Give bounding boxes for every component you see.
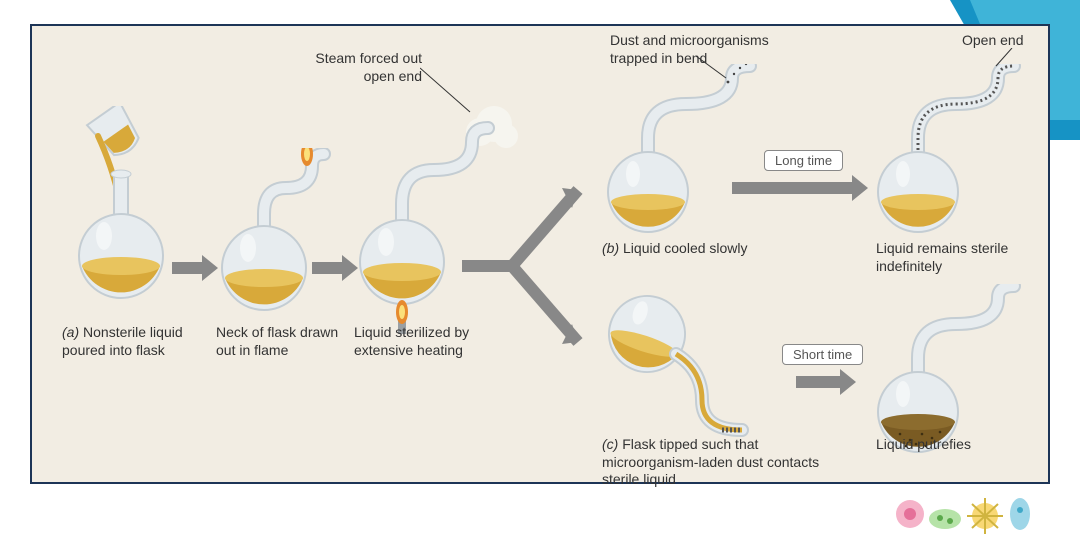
flask-neck-drawn <box>216 148 356 318</box>
caption-b-text: Liquid cooled slowly <box>623 240 748 256</box>
diagram-panel: Steam forced out open end Dust and micro… <box>30 24 1050 484</box>
caption-c-prefix: (c) <box>602 436 618 452</box>
flask-c1 <box>592 284 782 444</box>
arrow-c1-c2 <box>796 376 840 388</box>
arrow-b1-b2-head <box>852 175 868 201</box>
caption-a-text: Nonsterile liquid poured into flask <box>62 324 183 358</box>
steam-label: Steam forced out open end <box>312 50 422 85</box>
dust-pointer <box>696 56 736 86</box>
flask-b1 <box>600 64 780 234</box>
dust-label: Dust and microorganisms trapped in bend <box>610 32 780 67</box>
caption-a-prefix: (a) <box>62 324 79 340</box>
caption-step2: Neck of flask drawn out in flame <box>216 324 346 359</box>
caption-b: (b) Liquid cooled slowly <box>602 240 802 258</box>
flask-b2 <box>870 64 1040 234</box>
open-end-pointer <box>992 48 1022 72</box>
flask-c2 <box>870 284 1040 454</box>
arrow-s2-s3 <box>312 262 342 274</box>
arrow-b1-b2 <box>732 182 852 194</box>
caption-b-prefix: (b) <box>602 240 619 256</box>
badge-long-time: Long time <box>764 150 843 171</box>
arrow-a-s2 <box>172 262 202 274</box>
caption-c: (c) Flask tipped such that microorganism… <box>602 436 822 489</box>
caption-b-result: Liquid remains sterile indefinitely <box>876 240 1026 275</box>
caption-c-result: Liquid putrefies <box>876 436 1026 454</box>
badge-short-time: Short time <box>782 344 863 365</box>
open-end-label: Open end <box>962 32 1024 50</box>
steam-pointer <box>420 62 480 122</box>
caption-step3: Liquid sterilized by extensive heating <box>354 324 504 359</box>
caption-a: (a) Nonsterile liquid poured into flask <box>62 324 202 359</box>
caption-c-text: Flask tipped such that microorganism-lad… <box>602 436 819 487</box>
flask-a <box>64 106 184 306</box>
arrow-c1-c2-head <box>840 369 856 395</box>
